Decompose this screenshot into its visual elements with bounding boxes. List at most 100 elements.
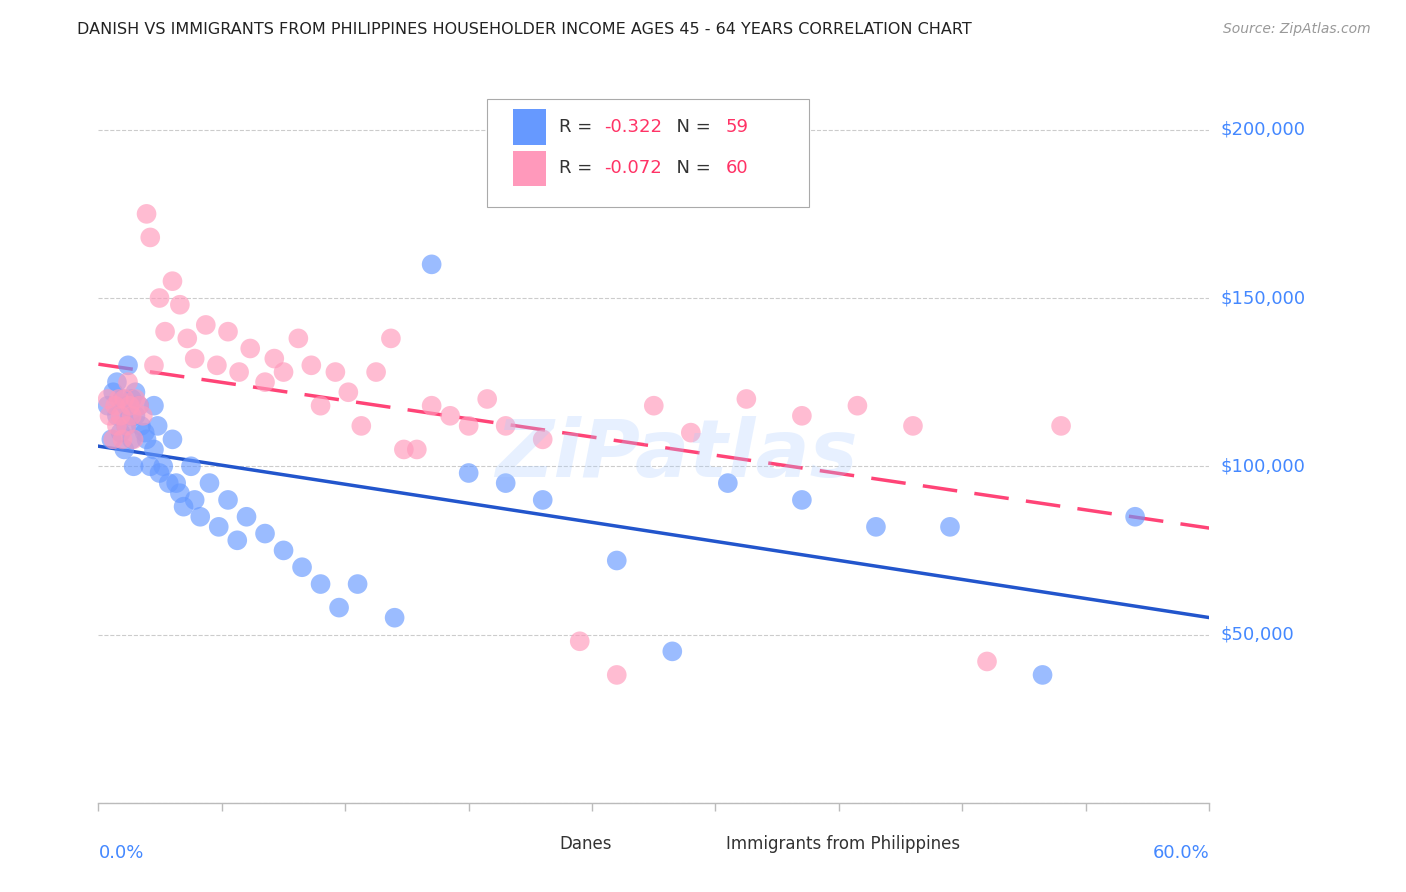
Point [475,392,499,406]
Point [103,433,125,447]
Text: -0.072: -0.072 [603,160,662,178]
Point [110,409,132,423]
Point [392,442,415,457]
Point [143,442,166,457]
Point [273,365,295,379]
Point [132,409,155,423]
Point [208,520,231,534]
Point [139,459,162,474]
Point [183,351,205,366]
Bar [688,830,718,857]
Text: ZiPatlas: ZiPatlas [495,416,858,494]
Point [118,409,141,423]
Point [1050,418,1073,433]
Point [128,399,150,413]
Point [121,392,143,406]
Point [103,385,125,400]
Point [112,392,135,406]
Text: Danes: Danes [560,835,612,853]
Text: 59: 59 [725,118,749,136]
Point [148,291,170,305]
Text: R =: R = [560,160,599,178]
Point [124,409,146,423]
Point [439,409,461,423]
Text: 60.0%: 60.0% [1153,845,1209,863]
Point [135,433,157,447]
Point [111,433,134,447]
Point [117,359,139,373]
Point [98,409,121,423]
Point [350,418,373,433]
Bar [513,109,546,145]
Point [299,359,322,373]
Point [117,375,139,389]
Point [152,459,174,474]
Text: N =: N = [665,118,717,136]
Point [165,476,187,491]
Point [495,418,517,433]
Text: $200,000: $200,000 [1220,120,1305,139]
Point [263,351,285,366]
Point [846,399,869,413]
Point [717,476,740,491]
Text: Immigrants from Philippines: Immigrants from Philippines [725,835,960,853]
Point [366,365,388,379]
Point [118,399,141,413]
Point [180,459,202,474]
Point [939,520,962,534]
Point [253,526,276,541]
Point [457,418,479,433]
Point [205,359,228,373]
Point [115,418,138,433]
Point [287,331,309,345]
Point [169,486,191,500]
Point [122,459,145,474]
Point [380,331,402,345]
Point [143,399,166,413]
Text: 0.0%: 0.0% [98,845,143,863]
Bar [520,830,551,857]
Point [121,409,143,423]
Point [128,399,150,413]
Point [325,365,347,379]
Point [661,644,683,658]
Point [217,325,239,339]
Point [111,392,134,406]
Point [420,399,443,413]
Point [239,342,262,356]
Bar [513,151,546,186]
Point [173,500,195,514]
Text: R =: R = [560,118,599,136]
Point [188,509,211,524]
Point [1123,509,1146,524]
Point [790,409,813,423]
Point [97,399,120,413]
Point [115,399,138,413]
Point [1032,668,1054,682]
Point [865,520,887,534]
Point [100,433,122,447]
Point [105,375,128,389]
Point [226,533,249,548]
Point [157,476,180,491]
Point [346,577,368,591]
Point [495,476,517,491]
Point [735,392,758,406]
Text: -0.322: -0.322 [603,118,662,136]
Point [405,442,427,457]
Point [169,298,191,312]
Point [162,433,184,447]
Point [291,560,314,574]
Point [228,365,250,379]
Point [643,399,665,413]
Point [273,543,295,558]
Point [606,668,628,682]
Point [129,418,152,433]
Point [146,418,169,433]
Point [121,433,143,447]
Point [976,655,998,669]
Point [901,418,924,433]
Point [110,425,132,440]
Point [134,425,156,440]
Point [139,230,162,244]
